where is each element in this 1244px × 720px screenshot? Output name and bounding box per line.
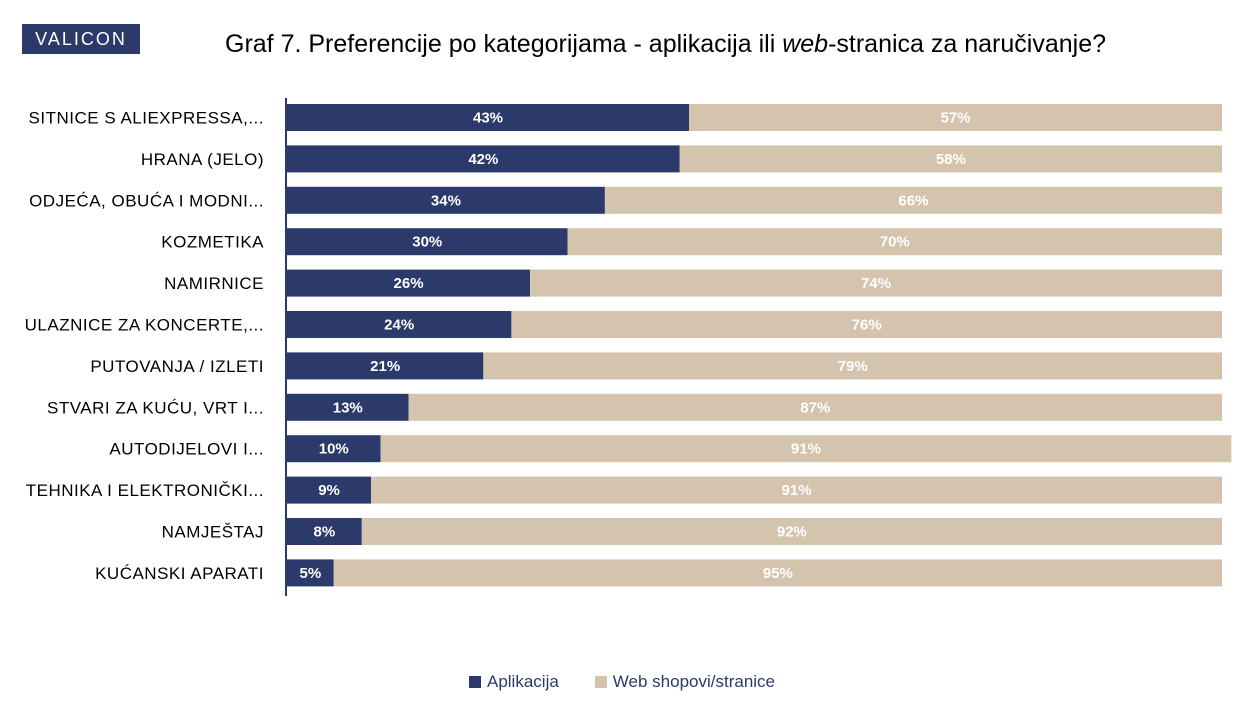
bar-aplikacija <box>287 435 381 463</box>
bar-aplikacija <box>287 228 568 256</box>
data-label-web-shopovi: 58% <box>936 151 966 168</box>
category-label: KUĆANSKI APARATI <box>95 564 264 583</box>
bar-aplikacija <box>287 559 334 587</box>
bar-aplikacija <box>287 269 531 297</box>
legend-item-aplikacija: Aplikacija <box>468 672 559 692</box>
bar-aplikacija <box>287 393 409 421</box>
category-label: KOZMETIKA <box>161 233 264 252</box>
category-label: TEHNIKA I ELEKTRONIČKI... <box>26 481 264 500</box>
legend-item-web-shopovi: Web shopovi/stranice <box>594 672 776 692</box>
chart-title-part-1: Graf 7. Preferencije po kategorijama - a… <box>225 30 783 58</box>
data-label-aplikacija: 21% <box>370 358 400 375</box>
data-label-web-shopovi: 95% <box>763 565 793 582</box>
data-label-aplikacija: 5% <box>300 565 322 582</box>
category-label: SITNICE S ALIEXPRESSA,... <box>29 109 264 128</box>
data-label-aplikacija: 42% <box>468 151 498 168</box>
stacked-bar-chart: SITNICE S ALIEXPRESSA,... 43% 57% HRANA (JE… <box>25 98 1232 596</box>
legend: Aplikacija Web shopovi/stranice <box>0 672 1244 692</box>
bar-web-shopovi <box>483 352 1223 380</box>
bar-web-shopovi <box>361 518 1222 545</box>
data-label-aplikacija: 30% <box>412 234 442 251</box>
category-label: NAMJEŠTAJ <box>162 523 264 542</box>
data-label-aplikacija: 43% <box>473 110 503 127</box>
data-label-web-shopovi: 91% <box>791 441 821 458</box>
bar-web-shopovi <box>333 559 1222 587</box>
legend-label-web-shopovi: Web shopovi/stranice <box>612 672 776 691</box>
data-label-aplikacija: 24% <box>384 317 414 334</box>
data-label-aplikacija: 10% <box>319 441 349 458</box>
bar-web-shopovi <box>679 145 1222 173</box>
bar-aplikacija <box>287 145 680 173</box>
data-label-aplikacija: 26% <box>394 275 424 292</box>
data-label-web-shopovi: 79% <box>838 358 868 375</box>
data-label-aplikacija: 9% <box>318 482 340 499</box>
bar-aplikacija <box>287 186 605 214</box>
bar-web-shopovi <box>689 104 1222 131</box>
category-label: NAMIRNICE <box>164 274 264 293</box>
bar-aplikacija <box>287 311 512 338</box>
data-label-web-shopovi: 92% <box>777 524 807 541</box>
data-label-aplikacija: 8% <box>314 524 336 541</box>
valicon-logo: VALICON <box>22 24 140 54</box>
chart-title-italic-web: web <box>782 30 829 58</box>
bar-aplikacija <box>287 352 484 380</box>
data-label-web-shopovi: 57% <box>941 110 971 127</box>
data-label-web-shopovi: 76% <box>852 317 882 334</box>
legend-label-aplikacija: Aplikacija <box>486 672 559 691</box>
bar-web-shopovi <box>408 393 1222 421</box>
category-label: STVARI ZA KUĆU, VRT I... <box>47 398 264 417</box>
legend-swatch-web-shopovi <box>594 676 607 688</box>
chart-title-part-2: -stranica za naručivanje? <box>828 30 1106 58</box>
bars-group: SITNICE S ALIEXPRESSA,... 43% 57% HRANA (JE… <box>25 104 1232 587</box>
bar-web-shopovi <box>530 269 1222 297</box>
legend-swatch-aplikacija <box>468 676 481 688</box>
data-label-web-shopovi: 66% <box>898 192 928 209</box>
bar-aplikacija <box>287 518 362 545</box>
data-label-web-shopovi: 74% <box>861 275 891 292</box>
bar-web-shopovi <box>380 435 1232 463</box>
category-label: AUTODIJELOVI I... <box>109 440 264 459</box>
data-label-aplikacija: 13% <box>333 399 363 416</box>
bar-web-shopovi <box>567 228 1222 256</box>
chart-title: Graf 7. Preferencije po kategorijama - a… <box>225 30 1106 59</box>
bar-web-shopovi <box>511 311 1222 338</box>
category-label: ULAZNICE ZA KONCERTE,... <box>25 316 264 335</box>
data-label-web-shopovi: 87% <box>800 399 830 416</box>
category-label: ODJEĆA, OBUĆA I MODNI... <box>29 191 264 210</box>
bar-aplikacija <box>287 476 372 504</box>
data-label-web-shopovi: 91% <box>782 482 812 499</box>
category-label: HRANA (JELO) <box>141 150 264 169</box>
category-label: PUTOVANJA / IZLETI <box>90 357 264 376</box>
data-label-aplikacija: 34% <box>431 192 461 209</box>
bar-aplikacija <box>287 104 690 131</box>
data-label-web-shopovi: 70% <box>880 234 910 251</box>
bar-web-shopovi <box>371 476 1222 504</box>
bar-web-shopovi <box>604 186 1222 214</box>
